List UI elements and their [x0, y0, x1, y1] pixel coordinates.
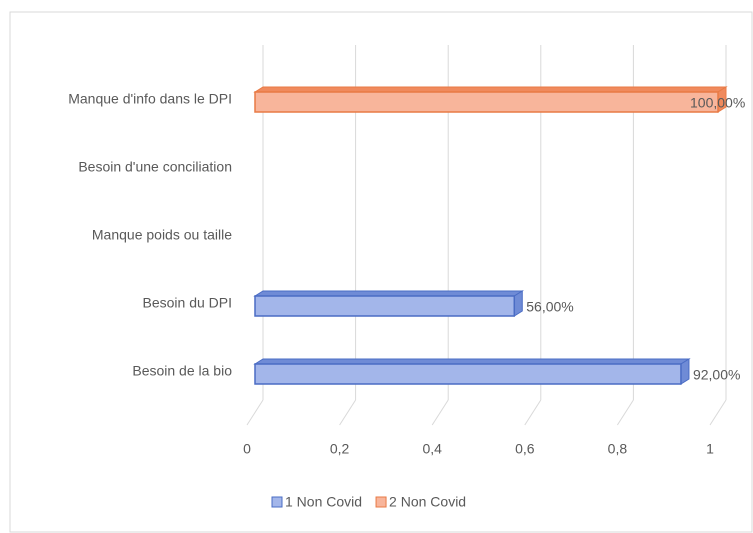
x-tick-label: 0 — [243, 441, 251, 457]
x-tick-label: 1 — [706, 441, 714, 457]
data-label: 56,00% — [526, 299, 573, 315]
floor-line — [709, 399, 727, 426]
x-tick-label: 0,8 — [608, 441, 628, 457]
legend-label: 2 Non Covid — [389, 494, 466, 510]
bar-side — [513, 290, 523, 317]
x-tick-label: 0,6 — [515, 441, 535, 457]
data-label: 92,00% — [693, 367, 740, 383]
y-tick-label: Manque d'info dans le DPI — [68, 91, 232, 107]
y-tick-label: Manque poids ou taille — [92, 227, 232, 243]
floor-line — [616, 399, 634, 426]
bar-side — [680, 358, 690, 385]
data-label: 100,00% — [690, 95, 745, 111]
floor-line — [524, 399, 542, 426]
legend-swatch — [375, 496, 387, 508]
bar — [254, 363, 682, 385]
bar — [254, 91, 719, 113]
y-tick-label: Besoin du DPI — [143, 295, 233, 311]
x-tick-label: 0,2 — [330, 441, 350, 457]
y-tick-label: Besoin de la bio — [132, 363, 232, 379]
floor-line — [246, 399, 264, 426]
x-tick-label: 0,4 — [422, 441, 442, 457]
bar — [254, 295, 516, 317]
legend-label: 1 Non Covid — [285, 494, 362, 510]
legend-swatch — [271, 496, 283, 508]
floor-line — [431, 399, 449, 426]
y-tick-label: Besoin d'une conciliation — [78, 159, 232, 175]
floor-line — [339, 399, 357, 426]
